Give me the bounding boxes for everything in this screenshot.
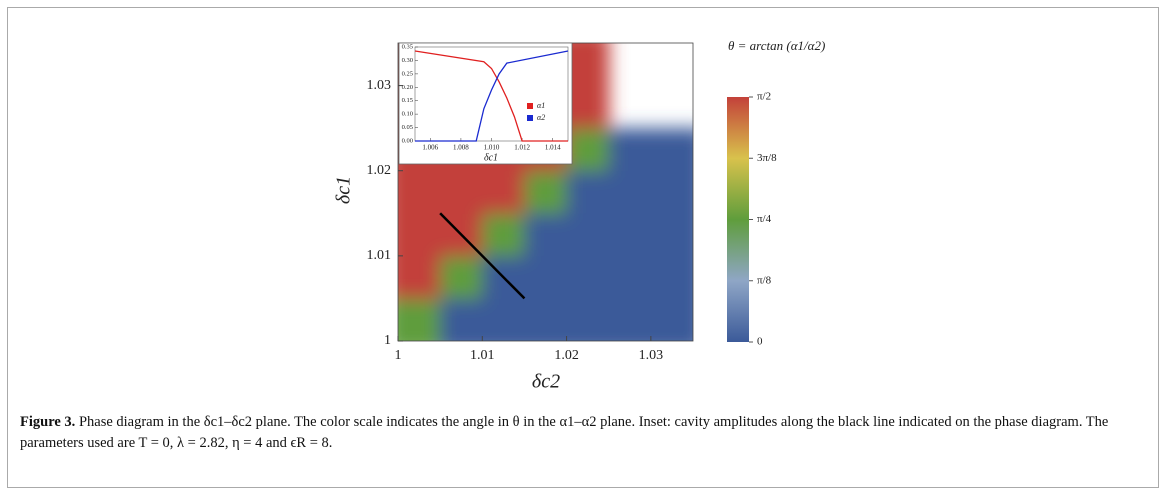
- heatmap-cell: [566, 213, 610, 257]
- inset-y-tick-label: 0.15: [402, 97, 413, 104]
- heatmap-cell: [650, 298, 693, 341]
- heatmap-cell: [566, 43, 610, 87]
- heatmap-cell: [650, 213, 693, 257]
- inset-x-tick-label: 1.012: [514, 144, 530, 152]
- heatmap-cell: [398, 213, 441, 257]
- inset-y-tick-label: 0.25: [402, 70, 413, 77]
- x-tick-label: 1: [395, 348, 402, 363]
- y-tick-label: 1.03: [367, 78, 392, 93]
- colorbar-tick-label: π/8: [757, 274, 772, 286]
- inset-line: [414, 50, 568, 142]
- inset-y-tick-label: 0.35: [402, 43, 413, 50]
- y-tick-label: 1.01: [367, 248, 392, 263]
- legend-label: α1: [537, 101, 545, 110]
- heatmap-cell: [566, 128, 610, 172]
- heatmap-cell: [440, 255, 483, 299]
- caption: Figure 3. Phase diagram in the δc1–δc2 p…: [20, 412, 1145, 454]
- heatmap-cell: [524, 213, 568, 257]
- heatmap-cell: [608, 298, 652, 341]
- caption-label: Figure 3.: [20, 414, 76, 430]
- inset-y-tick-label: 0.00: [402, 137, 413, 144]
- colorbar-tick-label: π/2: [757, 91, 771, 103]
- figure-frame: [7, 7, 1159, 488]
- x-axis-label: δc2: [532, 371, 560, 393]
- caption-text: Phase diagram in the δc1–δc2 plane. The …: [20, 414, 1109, 451]
- legend-swatch: [527, 103, 533, 109]
- heatmap-cell: [524, 255, 568, 299]
- colorbar-tick-label: 3π/8: [757, 152, 777, 164]
- inset-y-tick-label: 0.30: [402, 57, 413, 64]
- x-tick-label: 1.01: [470, 348, 495, 363]
- heatmap-cell: [608, 213, 652, 257]
- inset-line: [415, 50, 569, 142]
- heatmap-cell: [566, 298, 610, 341]
- heatmap-cell: [398, 255, 441, 299]
- y-axis-label: δc1: [333, 176, 355, 204]
- heatmap-cell: [440, 298, 483, 341]
- heatmap-cell: [566, 255, 610, 299]
- inset-x-tick-label: 1.010: [484, 144, 500, 152]
- heatmap-cell: [524, 170, 568, 214]
- y-tick-label: 1.02: [367, 163, 392, 178]
- inset-x-tick-label: 1.006: [422, 144, 438, 152]
- colorbar-title: θ = arctan (α1/α2): [728, 38, 825, 53]
- heatmap-cell: [566, 170, 610, 214]
- heatmap-cell: [608, 170, 652, 214]
- legend-swatch: [527, 115, 533, 121]
- inset-y-tick-label: 0.05: [402, 124, 413, 131]
- inset-x-label: δc1: [484, 152, 498, 163]
- heatmap-cell: [440, 170, 483, 214]
- heatmap-cell: [398, 170, 441, 214]
- figure: δc2 δc1 θ = arctan (α1/α2) δc1 1.006 1.00…: [333, 38, 826, 393]
- heatmap-cell: [650, 255, 693, 299]
- inset-x-tick-label: 1.008: [453, 144, 469, 152]
- heatmap-cell: [398, 298, 441, 341]
- heatmap-cell: [608, 255, 652, 299]
- colorbar-tick-label: π/4: [757, 213, 772, 225]
- heatmap-cell: [650, 128, 693, 172]
- inset: δc1 1.006 1.008 1.010 1.012 1.014 0.00 0.05 0.1…: [398, 42, 573, 165]
- cut-line: [439, 212, 526, 300]
- inset-x-tick-label: 1.014: [545, 144, 561, 152]
- heatmap-cell: [566, 85, 610, 129]
- heatmap-cell: [608, 128, 652, 172]
- inset-y-tick-label: 0.20: [402, 84, 413, 91]
- heatmap-cell: [482, 170, 525, 214]
- x-tick-label: 1.02: [554, 348, 579, 363]
- x-tick-label: 1.03: [639, 348, 664, 363]
- heatmap-cell: [524, 298, 568, 341]
- heatmap-cell: [482, 298, 525, 341]
- y-tick-label: 1: [384, 333, 391, 348]
- colorbar-tick-label: 0: [757, 336, 763, 348]
- heatmap-cell: [482, 213, 525, 257]
- colorbar: [727, 97, 749, 342]
- legend-label: α2: [537, 113, 545, 122]
- heatmap-cell: [650, 170, 693, 214]
- inset-y-tick-label: 0.10: [402, 111, 413, 118]
